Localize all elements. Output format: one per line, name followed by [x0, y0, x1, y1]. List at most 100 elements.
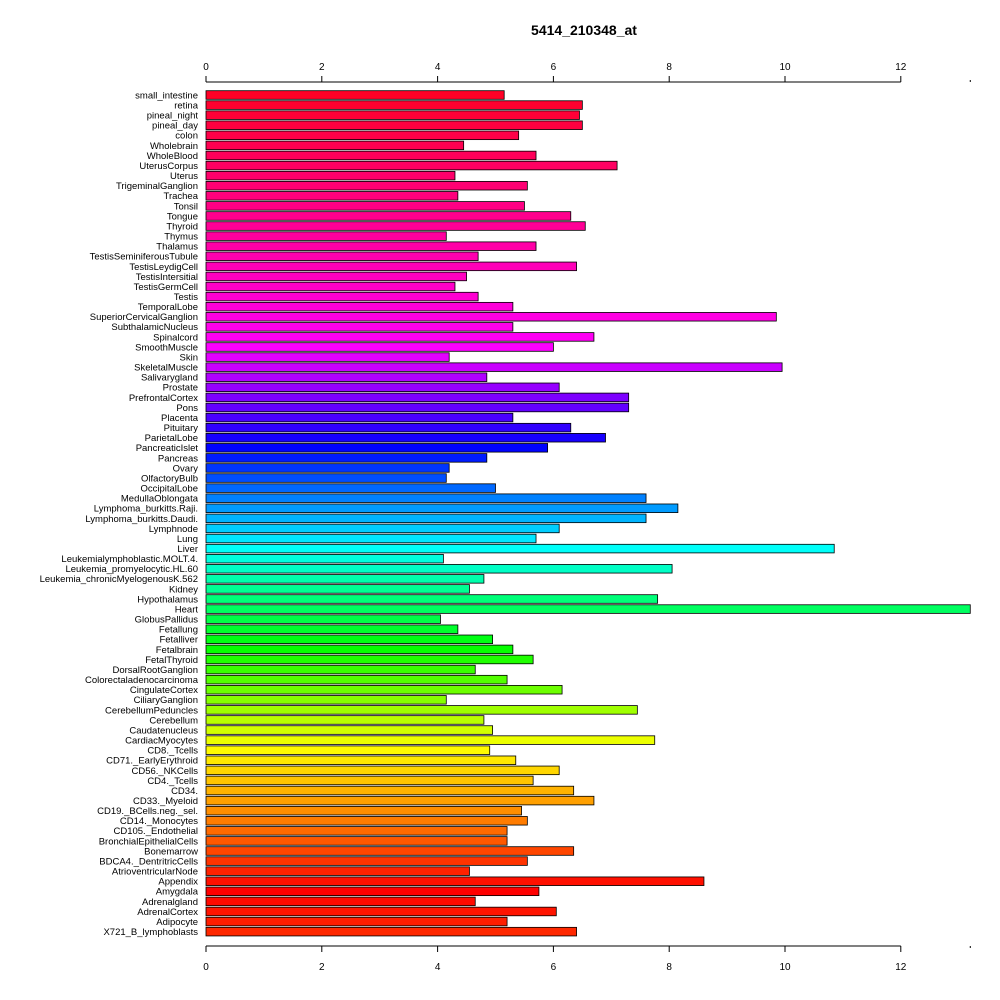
bottom-axis-tick-label: 2: [319, 962, 325, 973]
bar-59: [205, 685, 563, 695]
category-label: pineal_day: [152, 121, 198, 132]
top-axis-tick-label: 12: [895, 62, 907, 73]
bottom-axis: 0 2 4 6 8 10 12: [203, 945, 971, 973]
top-axis-tick-label: 0: [203, 62, 209, 73]
category-label: PrefrontalCortex: [129, 393, 198, 404]
category-label: Spinalcord: [153, 332, 198, 343]
bar-2: [205, 110, 580, 120]
top-axis: 0 2 4 6 8 10 12: [203, 62, 971, 83]
category-label: Trachea: [164, 191, 199, 202]
top-axis-tick-label: 4: [435, 62, 441, 73]
bar-37: [205, 463, 450, 473]
category-label: UterusCorpus: [139, 161, 198, 172]
bar-0: [205, 90, 505, 100]
bar-44: [205, 533, 537, 544]
bar-65: [205, 745, 491, 755]
top-axis-tick-label: 6: [551, 62, 557, 73]
bar-77: [205, 866, 470, 876]
category-label: CD33._Myeloid: [133, 796, 198, 807]
category-label: GlobusPallidus: [135, 615, 199, 626]
bar-6: [205, 150, 537, 161]
bar-35: [205, 443, 549, 453]
category-label: TestisIntersitial: [136, 272, 198, 283]
category-label: BDCA4._DentritricCells: [99, 856, 198, 867]
bar-22: [205, 312, 777, 322]
bar-79: [205, 886, 540, 897]
bar-45: [205, 543, 835, 554]
bottom-axis-tick-label: 4: [435, 962, 441, 973]
category-label: Cerebellum: [149, 715, 198, 726]
bar-76: [205, 856, 528, 866]
bar-69: [205, 785, 575, 796]
category-label: Lymphoma_burkitts.Daudi.: [85, 514, 198, 525]
bar-61: [205, 705, 638, 715]
bar-10: [205, 191, 459, 201]
bar-60: [205, 695, 447, 705]
bar-72: [205, 816, 528, 826]
category-label: Thalamus: [156, 242, 198, 253]
category-label: CD4._Tcells: [147, 776, 198, 787]
bar-54: [205, 634, 494, 645]
category-label: OlfactoryBulb: [141, 473, 198, 484]
category-label: Fetallung: [159, 625, 198, 636]
category-label: Pancreas: [158, 453, 198, 464]
category-label: CD8._Tcells: [147, 746, 198, 757]
bar-24: [205, 332, 595, 342]
category-label: CardiacMyocytes: [125, 736, 198, 747]
category-label: CerebellumPeduncles: [105, 705, 198, 716]
bar-38: [205, 473, 447, 483]
category-label: Caudatenucleus: [129, 725, 198, 736]
category-label: small_intestine: [135, 90, 198, 101]
bar-28: [205, 372, 488, 382]
bar-3: [205, 120, 583, 130]
bar-4: [205, 130, 520, 141]
bottom-axis-tick-label: 8: [666, 962, 672, 973]
bar-23: [205, 322, 514, 332]
category-label: CD56._NKCells: [131, 766, 198, 777]
category-label: BronchialEpithelialCells: [99, 836, 199, 847]
category-label: TestisSeminiferousTubule: [90, 252, 198, 263]
bar-64: [205, 735, 656, 745]
category-label: Fetalbrain: [156, 645, 198, 656]
category-label: CD105._Endothelial: [113, 826, 198, 837]
bar-63: [205, 725, 494, 735]
category-label: Amygdala: [156, 887, 199, 898]
bar-80: [205, 896, 476, 907]
category-label: Tongue: [167, 211, 198, 222]
category-label: CD14._Monocytes: [120, 816, 198, 827]
top-axis-tick-label: 10: [779, 62, 791, 73]
category-label: Bonemarrow: [144, 846, 198, 857]
category-label: SuperiorCervicalGanglion: [90, 312, 198, 323]
category-label: TrigeminalGanglion: [116, 181, 198, 192]
category-label: Pons: [176, 403, 198, 414]
bar-67: [205, 765, 560, 776]
bar-47: [205, 564, 673, 574]
bar-83: [205, 926, 577, 937]
category-label: Lymphnode: [149, 524, 198, 535]
category-label: Fetalliver: [159, 635, 198, 646]
category-label: Placenta: [161, 413, 199, 424]
category-label: Leukemia_promyelocytic.HL.60: [65, 564, 198, 575]
bar-52: [205, 614, 441, 624]
category-label: Uterus: [170, 171, 198, 182]
bar-15: [205, 241, 537, 251]
bar-13: [205, 221, 586, 231]
bar-36: [205, 453, 488, 463]
category-label: AdrenalCortex: [137, 907, 198, 918]
bar-26: [205, 352, 450, 362]
category-label: Prostate: [163, 383, 198, 394]
bar-41: [205, 503, 679, 513]
category-label: Lung: [177, 534, 198, 545]
category-label: CiliaryGanglion: [134, 695, 198, 706]
category-label: Ovary: [173, 463, 199, 474]
category-labels-group: small_intestineretinapineal_nightpineal_…: [40, 90, 199, 938]
bar-31: [205, 402, 630, 413]
category-label: Hypothalamus: [137, 594, 198, 605]
bar-18: [205, 271, 467, 282]
bar-73: [205, 826, 508, 836]
bar-70: [205, 795, 595, 806]
category-label: Adipocyte: [156, 917, 198, 928]
top-axis-tick-label: 2: [319, 62, 325, 73]
bar-33: [205, 422, 572, 433]
bar-53: [205, 624, 459, 634]
